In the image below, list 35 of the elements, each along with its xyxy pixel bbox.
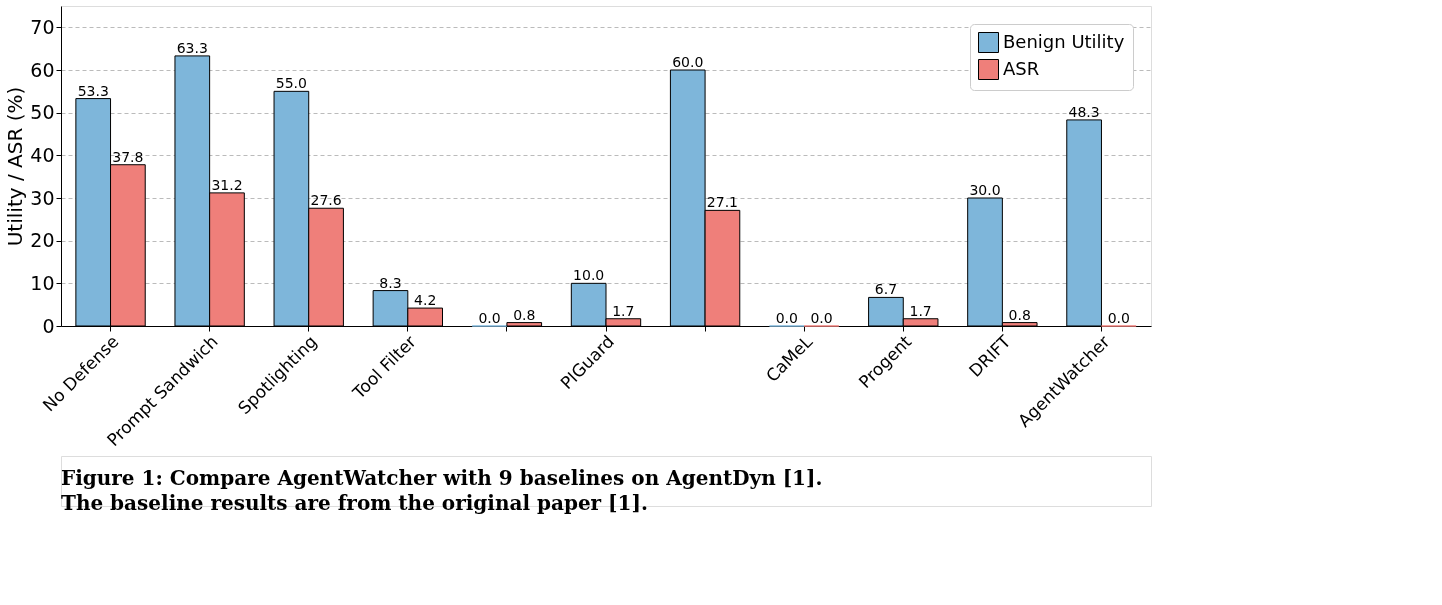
y-tick-label: 50 [30,101,55,124]
data-label: 0.8 [513,306,536,323]
data-label: 6.7 [874,281,898,298]
data-label: 8.3 [379,274,402,291]
caption: Figure 1: Compare AgentWatcher with 9 baselines on AgentDyn [1]. [61,465,823,490]
data-label: 60.0 [672,54,704,70]
data-label: 48.3 [1068,103,1100,120]
y-tick-label: 10 [30,271,55,294]
text: The baseline results are from the original paper [1]. [61,490,648,515]
data-label: 0.0 [810,310,833,326]
y-tick-label: 20 [30,229,55,252]
data-label: 0.0 [775,310,798,326]
data-label: 0.8 [1008,306,1031,323]
y-tick-label: 30 [30,186,55,209]
data-label: 0.0 [1107,310,1130,326]
y-tick-label: 70 [30,15,55,38]
data-label: 27.1 [706,194,739,211]
data-label: 10.0 [573,267,605,284]
y-axis-title: Utility / ASR (%) [3,86,28,247]
legend-label: Benign Utility [1003,30,1125,52]
data-label: 1.7 [909,302,932,319]
legend-label: ASR [1003,57,1040,79]
data-label: 31.2 [211,176,243,193]
data-label: 0.0 [478,310,501,326]
data-label: 27.6 [310,192,342,209]
data-label: 4.2 [414,292,437,309]
data-label: 53.3 [77,82,109,99]
data-label: 63.3 [176,39,208,56]
data-label: 30.0 [969,182,1001,198]
y-tick-label: 40 [30,143,55,166]
data-label: 1.7 [612,302,635,319]
data-label: 55.0 [275,75,307,92]
y-tick-label: 0 [42,314,55,337]
y-tick-label: 60 [30,58,55,81]
data-label: 37.8 [112,148,144,165]
